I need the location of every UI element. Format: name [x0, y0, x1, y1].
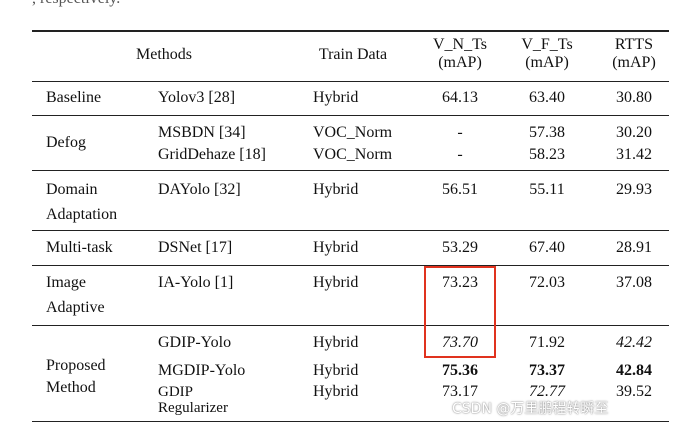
header-cell: Train Data [318, 46, 388, 63]
train-data: Hybrid [313, 334, 359, 351]
cell: 37.08 [616, 274, 652, 291]
group-label: Multi-task [46, 239, 113, 256]
train-data: VOC_Norm [313, 146, 393, 163]
group-label: Domain [46, 181, 98, 198]
group-label: Defog [46, 134, 86, 151]
train-data: Hybrid [313, 239, 359, 256]
cell: 56.51 [442, 181, 478, 198]
rule [32, 115, 669, 116]
watermark: CSDN @万里鹏程转瞬至 [452, 401, 609, 417]
cell: 30.80 [616, 89, 652, 106]
method: DSNet [17] [158, 239, 233, 256]
cell: 55.11 [529, 181, 565, 198]
cell: 58.23 [529, 146, 565, 163]
cell: 28.91 [616, 239, 652, 256]
cell: 73.17 [442, 383, 478, 400]
group-label: Baseline [46, 89, 102, 106]
cell: 73.23 [442, 274, 478, 291]
rule [32, 81, 669, 82]
caption-fragment: , respectively. [32, 0, 120, 8]
method: GridDehaze [18] [158, 146, 266, 163]
cell: 72.03 [529, 274, 565, 291]
rule [32, 325, 669, 326]
group-label: Adaptive [46, 299, 105, 316]
header-cell: V_N_Ts [433, 36, 487, 53]
header-cell: RTTS [614, 36, 654, 53]
group-label: Adaptation [46, 206, 118, 223]
method: IA-Yolo [1] [158, 274, 234, 291]
method: DAYolo [32] [158, 181, 241, 198]
group-label: Proposed [46, 357, 106, 374]
rule [32, 230, 669, 231]
cell: 42.42 [616, 334, 652, 351]
cell: 72.77 [529, 383, 565, 400]
cell: 57.38 [529, 124, 565, 141]
header-cell: (mAP) [438, 54, 482, 71]
rule [32, 265, 669, 266]
cell: 29.93 [616, 181, 652, 198]
rule [32, 170, 669, 171]
method: Yolov3 [28] [158, 89, 236, 106]
header-cell: (mAP) [525, 54, 569, 71]
highlight-box [424, 266, 496, 358]
train-data: Hybrid [313, 274, 359, 291]
bottom-rule [32, 421, 669, 422]
train-data: VOC_Norm [313, 124, 393, 141]
train-data: Hybrid [313, 362, 359, 379]
method: MGDIP-Yolo [158, 362, 246, 379]
cell: 63.40 [529, 89, 565, 106]
train-data: Hybrid [313, 89, 359, 106]
group-label: Method [46, 379, 96, 396]
method: Regularizer [158, 400, 228, 416]
cell: 67.40 [529, 239, 565, 256]
method: GDIP [158, 384, 194, 400]
header-cell: V_F_Ts [521, 36, 573, 53]
cell: 73.70 [442, 334, 478, 351]
cell: 53.29 [442, 239, 478, 256]
cell: - [457, 124, 463, 141]
cell: 71.92 [529, 334, 565, 351]
train-data: Hybrid [313, 181, 359, 198]
cell: 64.13 [442, 89, 478, 106]
cell: - [457, 146, 463, 163]
method: MSBDN [34] [158, 124, 246, 141]
header-cell: Methods [136, 46, 192, 63]
cell: 31.42 [616, 146, 652, 163]
cell: 42.84 [616, 362, 652, 379]
train-data: Hybrid [313, 383, 359, 400]
cell: 73.37 [529, 362, 565, 379]
group-label: Image [46, 274, 86, 291]
cell: 75.36 [442, 362, 478, 379]
method: GDIP-Yolo [158, 334, 232, 351]
cell: 30.20 [616, 124, 652, 141]
top-rule [32, 30, 669, 32]
cell: 39.52 [616, 383, 652, 400]
header-cell: (mAP) [612, 54, 656, 71]
